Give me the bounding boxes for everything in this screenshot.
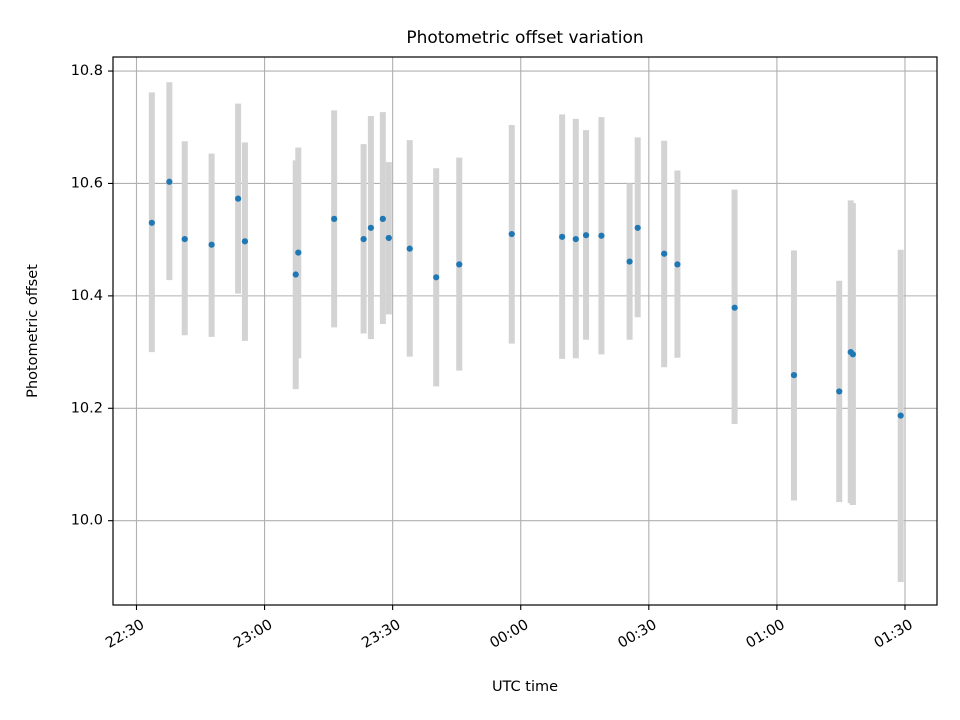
data-point xyxy=(559,233,566,240)
data-point xyxy=(572,236,579,243)
plot-area xyxy=(113,57,937,605)
plot-frame xyxy=(112,56,938,606)
chart-title: Photometric offset variation xyxy=(406,28,643,48)
data-point xyxy=(661,250,668,257)
data-point xyxy=(598,232,605,239)
y-tick-label: 10.2 xyxy=(71,400,103,416)
data-point xyxy=(166,178,173,185)
data-point xyxy=(836,388,843,395)
data-point xyxy=(241,238,249,245)
data-point xyxy=(234,195,242,202)
data-point xyxy=(674,261,681,268)
y-tick-label: 10.4 xyxy=(71,288,103,304)
data-point xyxy=(433,274,440,281)
y-axis-ticks: 10.0 10.2 10.4 10.6 10.8 xyxy=(71,63,113,529)
data-point xyxy=(181,236,188,243)
data-point xyxy=(849,351,856,358)
data-point xyxy=(790,372,798,379)
data-point xyxy=(331,215,338,222)
data-point xyxy=(208,241,215,248)
data-point xyxy=(292,271,299,278)
y-axis-label: Photometric offset xyxy=(25,264,41,398)
y-tick-label: 10.0 xyxy=(71,513,103,529)
data-point xyxy=(295,249,302,256)
data-point xyxy=(897,412,904,419)
data-point xyxy=(508,230,515,238)
grid xyxy=(113,57,937,605)
data-point xyxy=(148,219,155,226)
y-tick-label: 10.8 xyxy=(71,63,103,79)
data-point xyxy=(360,236,367,243)
data-point xyxy=(582,232,590,239)
data-point xyxy=(379,215,386,222)
data-point xyxy=(367,224,374,231)
data-point xyxy=(385,234,392,242)
data-point xyxy=(456,261,463,268)
y-tick-label: 10.6 xyxy=(71,175,103,191)
data-point xyxy=(406,245,413,252)
data-point xyxy=(731,304,738,311)
data-point xyxy=(626,258,633,265)
data-point xyxy=(634,224,641,231)
data-points xyxy=(148,178,904,419)
x-axis-label: UTC time xyxy=(492,679,558,695)
